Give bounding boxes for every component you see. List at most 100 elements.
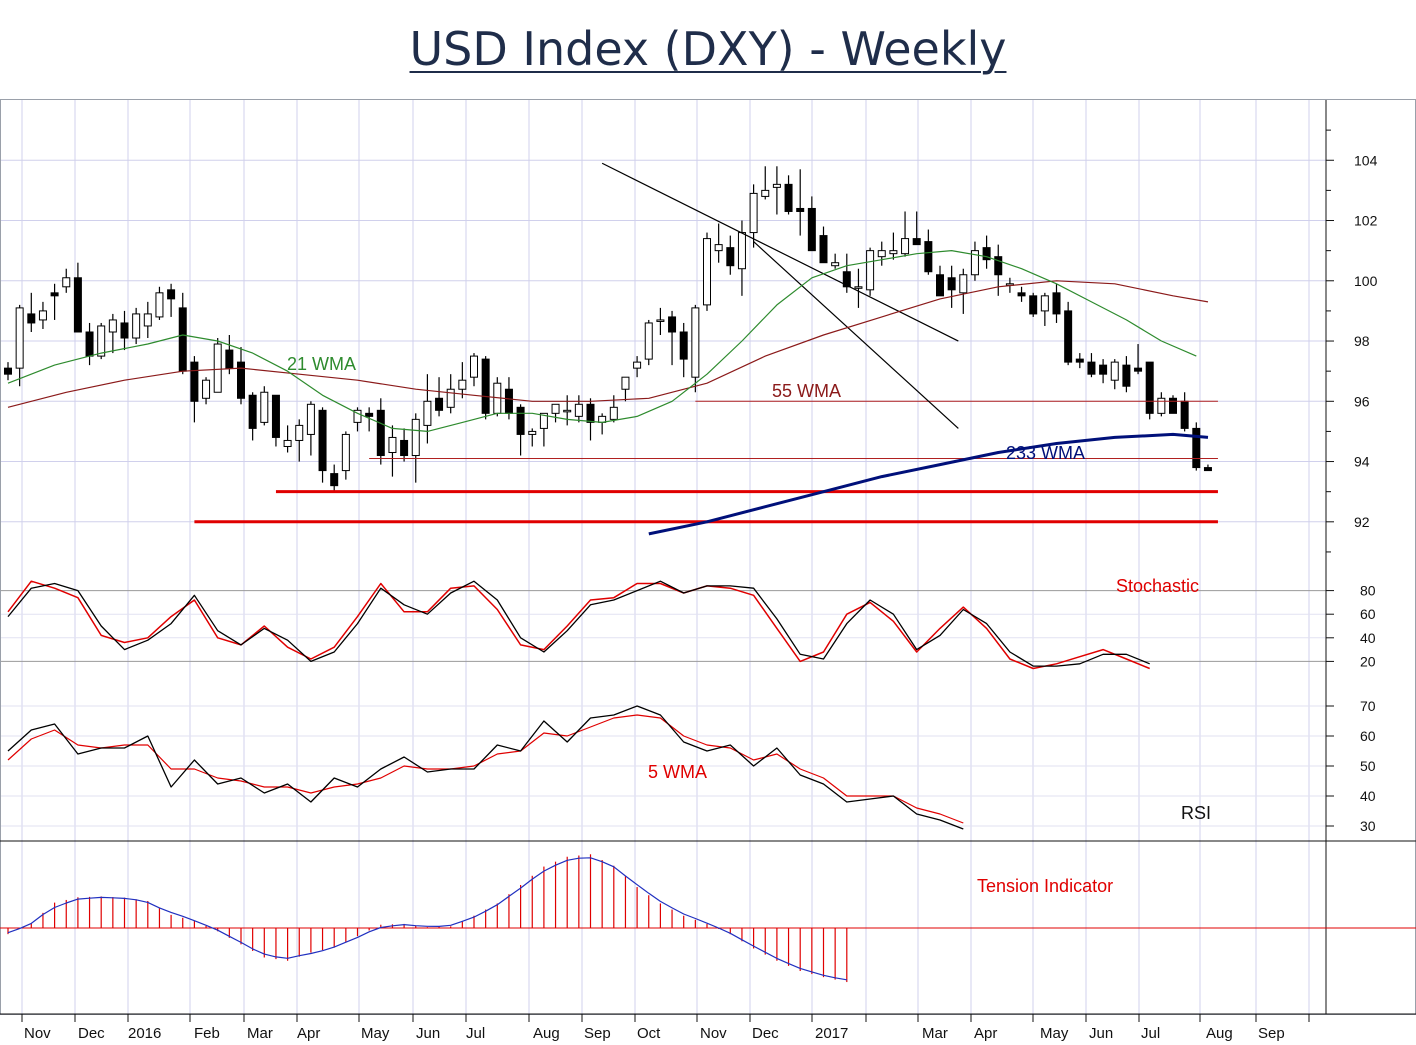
candle — [598, 413, 607, 435]
candle-body-down — [842, 271, 851, 288]
candle — [621, 376, 630, 402]
candle — [668, 310, 677, 366]
x-tick-label: Dec — [78, 1025, 105, 1042]
stoch-tick-label: 40 — [1360, 630, 1376, 646]
candle — [318, 407, 327, 483]
candle-body-down — [1029, 295, 1038, 315]
price-panel — [4, 162, 1218, 536]
candle — [341, 431, 350, 480]
candle-body-down — [376, 409, 385, 457]
tension-label: Tension Indicator — [977, 876, 1113, 896]
candle — [365, 407, 374, 432]
price-tick-label: 92 — [1354, 514, 1370, 530]
candle — [155, 286, 164, 320]
rsi-tick-label: 60 — [1360, 728, 1376, 744]
candle-body-up — [854, 286, 863, 289]
candle-body-up — [621, 376, 630, 390]
stoch-tick-label: 20 — [1360, 653, 1376, 669]
wma55-label: 55 WMA — [772, 381, 841, 401]
rsi-line — [7, 705, 964, 830]
outer-frame — [0, 99, 1416, 1015]
candle-body-down — [1052, 292, 1061, 315]
candle — [190, 356, 199, 423]
candle — [749, 184, 758, 248]
x-tick-label: Jul — [1141, 1025, 1160, 1042]
candle-body-down — [912, 238, 921, 246]
candle-body-down — [365, 412, 374, 417]
candle — [1040, 292, 1049, 326]
candle — [551, 403, 560, 423]
candle-body-down — [167, 289, 176, 300]
candle-body-down — [504, 388, 513, 414]
wma55-line — [7, 280, 1209, 408]
candle — [120, 310, 129, 351]
candle — [574, 395, 583, 423]
x-tick-label: Dec — [752, 1025, 779, 1042]
x-tick-label: Jun — [416, 1025, 440, 1042]
candle-body-down — [586, 403, 595, 423]
candle-body-up — [411, 418, 420, 457]
candle — [1052, 283, 1061, 323]
candle — [703, 232, 711, 311]
candle-body-up — [703, 238, 711, 306]
price-tick-label: 98 — [1354, 333, 1370, 349]
candle-body-up — [563, 409, 572, 413]
candle — [423, 374, 432, 444]
wma21-line — [7, 250, 1197, 432]
x-tick-label: Apr — [297, 1025, 320, 1042]
candle-body-down — [50, 292, 59, 297]
candle-body-down — [796, 207, 805, 212]
candle-body-down — [982, 247, 991, 261]
x-tick-label: May — [1040, 1025, 1069, 1042]
candle-body-up — [866, 250, 875, 291]
candle-body-down — [1169, 397, 1177, 414]
candle — [330, 464, 339, 492]
candle-body-up — [143, 313, 152, 327]
candle — [248, 392, 257, 441]
candle — [772, 166, 781, 215]
x-tick-label: Jun — [1089, 1025, 1113, 1042]
rsi-tick-label: 50 — [1360, 758, 1376, 774]
candle-body-down — [924, 241, 933, 273]
candle-body-up — [691, 307, 700, 378]
trendline-lower — [753, 241, 959, 429]
x-tick-label: Oct — [637, 1025, 661, 1042]
x-tick-label: Sep — [584, 1025, 611, 1042]
candle — [796, 169, 805, 236]
candle — [691, 304, 700, 393]
candle-body-up — [446, 388, 455, 408]
candle-body-up — [155, 292, 164, 318]
candle — [1029, 292, 1038, 317]
candle-body-down — [225, 349, 234, 369]
candle — [936, 265, 944, 297]
candle — [306, 401, 315, 456]
wma21-label: 21 WMA — [287, 354, 356, 374]
candle — [470, 353, 478, 387]
candle-body-up — [714, 244, 723, 252]
candle-body-down — [73, 277, 82, 333]
candle — [271, 394, 280, 447]
candle — [1087, 353, 1096, 378]
candle — [400, 428, 409, 462]
stoch-tick-label: 80 — [1360, 583, 1376, 599]
stoch-tick-label: 60 — [1360, 606, 1376, 622]
candle — [435, 377, 444, 417]
candle-body-down — [1134, 367, 1143, 372]
candle — [819, 226, 828, 264]
rsi-panel — [7, 705, 964, 830]
candle-body-up — [959, 274, 968, 294]
candle-body-down — [178, 307, 187, 372]
candle — [877, 241, 886, 266]
candle — [38, 301, 47, 329]
candle — [178, 292, 187, 375]
candle-body-down — [807, 207, 816, 252]
candle-body-up — [656, 319, 665, 322]
x-tick-label: Nov — [24, 1025, 51, 1042]
candle-body-up — [38, 310, 47, 321]
candle-body-up — [644, 322, 653, 360]
candle — [901, 211, 910, 257]
candle-body-up — [470, 355, 478, 378]
candle — [15, 304, 24, 387]
candle-body-down — [248, 394, 257, 429]
x-tick-label: Feb — [194, 1025, 220, 1042]
